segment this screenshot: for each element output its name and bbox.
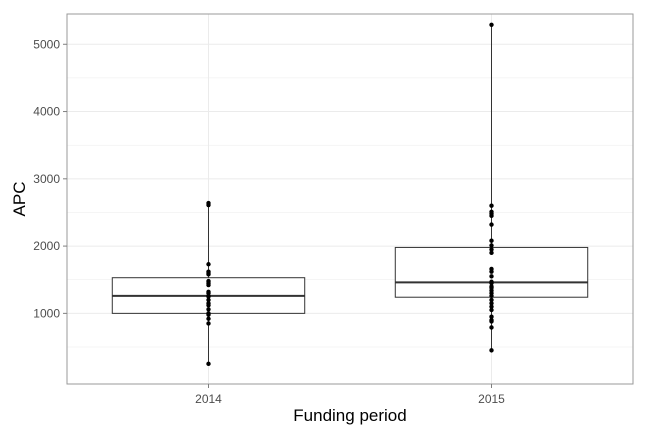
data-point <box>489 203 494 208</box>
y-tick-label: 3000 <box>33 172 60 186</box>
data-point <box>206 321 211 326</box>
y-tick-label: 5000 <box>33 37 60 51</box>
data-point <box>206 316 211 321</box>
data-point <box>489 307 494 313</box>
point-layer <box>206 22 494 367</box>
data-point <box>206 262 211 267</box>
data-point <box>489 348 494 353</box>
data-point <box>489 301 494 306</box>
data-point <box>489 304 494 309</box>
y-axis-title: APC <box>10 182 29 217</box>
data-point <box>489 22 494 27</box>
data-point <box>489 247 494 252</box>
y-tick-label: 4000 <box>33 105 60 119</box>
data-point <box>489 284 494 289</box>
y-tick-label: 1000 <box>33 306 60 320</box>
data-point <box>489 238 494 243</box>
plot-panel-border <box>66 13 634 385</box>
data-point <box>489 274 494 279</box>
grid-lines <box>67 14 633 384</box>
data-point <box>206 269 211 274</box>
data-point <box>206 301 211 306</box>
y-tick-label: 2000 <box>33 239 60 253</box>
data-point <box>489 314 494 319</box>
data-point <box>206 278 211 284</box>
data-point <box>206 200 211 206</box>
data-point <box>206 289 211 295</box>
data-point <box>489 209 494 214</box>
x-tick-label: 2014 <box>195 392 222 406</box>
data-point <box>489 266 494 272</box>
data-point <box>489 279 494 284</box>
data-point <box>206 311 211 316</box>
x-axis-ticks: 2014 2015 <box>195 384 505 406</box>
data-point <box>489 297 494 303</box>
data-point <box>206 297 211 303</box>
x-tick-label: 2015 <box>478 392 505 406</box>
data-point <box>489 222 494 227</box>
data-point <box>489 317 494 323</box>
data-point <box>489 243 494 248</box>
data-point <box>489 325 494 330</box>
x-axis-title: Funding period <box>293 406 406 425</box>
data-point <box>206 307 211 312</box>
y-axis-ticks: 1000 2000 3000 4000 5000 <box>33 37 67 320</box>
data-point <box>489 250 494 256</box>
data-point <box>206 361 211 367</box>
